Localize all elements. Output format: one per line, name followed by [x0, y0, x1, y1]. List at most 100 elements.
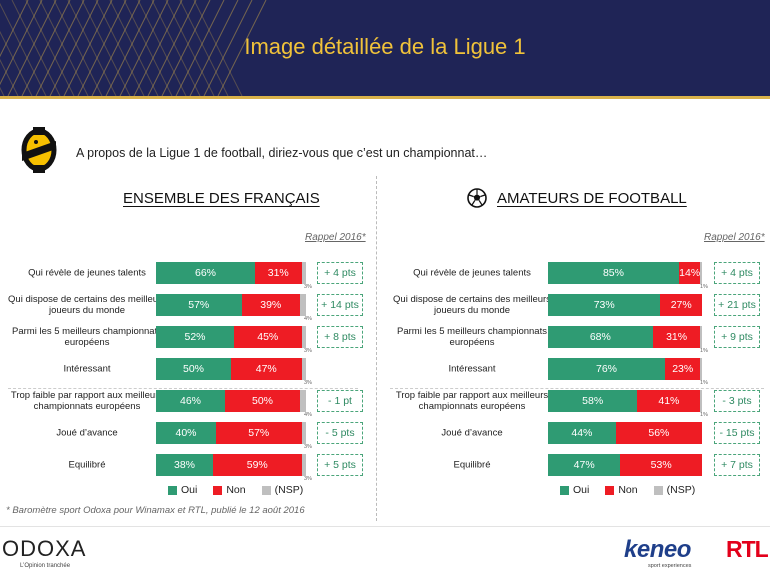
category-label: Qui dispose de certains des meilleurs jo…: [393, 294, 551, 316]
bar-nsp: [301, 422, 306, 444]
bar-oui: 85%: [548, 262, 679, 284]
legend-swatch-non: [213, 485, 223, 495]
bar-nsp: [700, 390, 702, 412]
bar-non: 23%: [665, 358, 701, 380]
bar-non: 50%: [225, 390, 300, 412]
category-label: Trop faible par rapport aux meilleurs ch…: [10, 390, 164, 412]
legend-swatch-nsp: [261, 485, 271, 495]
page-title: Image détaillée de la Ligue 1: [244, 34, 526, 59]
bar-non: 41%: [637, 390, 701, 412]
bar-nsp: [700, 326, 702, 348]
delta-badge: + 8 pts: [317, 326, 363, 348]
bar-non: 31%: [652, 326, 701, 348]
bar-nsp: [301, 358, 306, 380]
header-banner: Image détaillée de la Ligue 1: [0, 0, 770, 96]
ligue-logo-icon: [21, 127, 57, 173]
row-separator: [8, 388, 358, 389]
legend-right: Oui Non (NSP): [560, 484, 711, 496]
bar-oui: 38%: [156, 454, 213, 476]
nsp-value-label: 3%: [304, 348, 312, 354]
category-label: Intéressant: [63, 363, 111, 375]
bar-nsp: [301, 326, 306, 348]
question-text: A propos de la Ligue 1 de football, diri…: [76, 146, 488, 160]
bar-oui: 68%: [548, 326, 653, 348]
bar-non: 31%: [255, 262, 302, 284]
category-label: Intéressant: [448, 363, 496, 375]
category-label: Joué d’avance: [56, 427, 118, 439]
nsp-value-label: 1%: [700, 284, 708, 290]
category-label: Parmi les 5 meilleurs championnats europ…: [397, 326, 547, 348]
nsp-value-label: 3%: [304, 284, 312, 290]
nsp-value-label: 3%: [304, 444, 312, 450]
soccer-ball-icon: [467, 188, 487, 208]
bar-oui: 47%: [548, 454, 621, 476]
bar-non: 56%: [615, 422, 702, 444]
bar-nsp: [300, 390, 306, 412]
bar-oui: 66%: [156, 262, 255, 284]
delta-badge: + 7 pts: [714, 454, 760, 476]
category-label: Joué d’avance: [441, 427, 503, 439]
bar-nsp: [301, 262, 306, 284]
rappel-label-left: Rappel 2016*: [305, 232, 366, 243]
category-label: Qui dispose de certains des meilleurs jo…: [8, 294, 166, 316]
nsp-value-label: 4%: [304, 316, 312, 322]
odoxa-tagline: L’Opinion tranchée: [20, 563, 71, 569]
bar-non: 53%: [620, 454, 702, 476]
nsp-value-label: 4%: [304, 412, 312, 418]
delta-badge: - 15 pts: [714, 422, 760, 444]
bar-nsp: [700, 358, 702, 380]
rappel-label-right: Rappel 2016*: [704, 232, 765, 243]
delta-badge: - 1 pt: [317, 390, 363, 412]
bar-nsp: [700, 262, 702, 284]
bar-oui: 44%: [548, 422, 616, 444]
legend-swatch-nsp: [653, 485, 663, 495]
bar-non: 39%: [241, 294, 300, 316]
bar-oui: 73%: [548, 294, 661, 316]
delta-badge: - 5 pts: [317, 422, 363, 444]
keneo-subtitle: sport experiences: [648, 563, 692, 569]
footer-divider: [0, 526, 770, 527]
legend-label-nsp: (NSP): [274, 484, 304, 496]
nsp-value-label: 3%: [304, 476, 312, 482]
bar-oui: 76%: [548, 358, 666, 380]
delta-badge: + 4 pts: [714, 262, 760, 284]
category-label: Parmi les 5 meilleurs championnats europ…: [12, 326, 162, 348]
category-label: Qui révèle de jeunes talents: [413, 267, 531, 279]
category-label: Equilibré: [453, 459, 491, 471]
bar-oui: 46%: [156, 390, 225, 412]
nsp-value-label: 3%: [304, 380, 312, 386]
panel-divider: [376, 176, 377, 521]
delta-badge: + 9 pts: [714, 326, 760, 348]
bar-non: 14%: [678, 262, 701, 284]
nsp-value-label: 1%: [700, 348, 708, 354]
row-separator: [390, 388, 764, 389]
delta-badge: + 14 pts: [317, 294, 363, 316]
nsp-value-label: 1%: [700, 380, 708, 386]
bar-oui: 40%: [156, 422, 216, 444]
legend-swatch-oui: [560, 485, 569, 495]
bar-non: 47%: [231, 358, 302, 380]
delta-badge: + 4 pts: [317, 262, 363, 284]
category-label: Trop faible par rapport aux meilleurs ch…: [395, 390, 549, 412]
bar-non: 45%: [234, 326, 302, 348]
legend-left: Oui Non (NSP): [168, 484, 319, 496]
bar-non: 27%: [660, 294, 702, 316]
bar-oui: 50%: [156, 358, 231, 380]
bar-oui: 58%: [548, 390, 638, 412]
nsp-value-label: 1%: [700, 412, 708, 418]
legend-swatch-oui: [168, 485, 177, 495]
legend-label-non: Non: [618, 484, 638, 496]
legend-label-oui: Oui: [573, 484, 590, 496]
odoxa-logo: ODOXA: [2, 536, 87, 561]
header-pattern: [0, 0, 267, 96]
header-divider: [0, 96, 770, 99]
bar-nsp: [300, 294, 306, 316]
delta-badge: + 5 pts: [317, 454, 363, 476]
category-label: Equilibré: [68, 459, 106, 471]
delta-badge: - 3 pts: [714, 390, 760, 412]
bar-oui: 52%: [156, 326, 234, 348]
bar-oui: 57%: [156, 294, 242, 316]
panel-title-ensemble: ENSEMBLE DES FRANÇAIS: [123, 190, 320, 207]
legend-label-oui: Oui: [181, 484, 198, 496]
legend-swatch-non: [605, 485, 615, 495]
